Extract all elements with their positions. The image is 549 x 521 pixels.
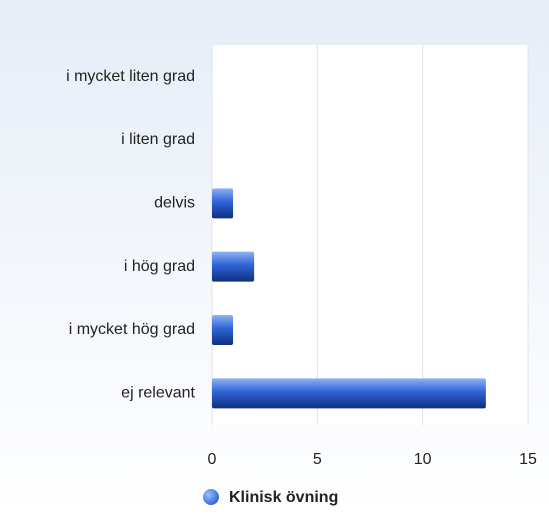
y-tick-label: i mycket liten grad (66, 68, 195, 85)
y-tick-label: ej relevant (121, 385, 195, 402)
y-tick-label: delvis (154, 195, 195, 212)
y-tick-label: i liten grad (121, 131, 195, 148)
x-tick-label: 10 (414, 451, 432, 468)
x-tick-label: 5 (313, 451, 322, 468)
legend-label: Klinisk övning (229, 489, 338, 506)
plot-area (212, 45, 528, 425)
y-tick-label: i hög grad (124, 258, 195, 275)
bar (212, 251, 255, 282)
legend-marker (203, 489, 219, 505)
x-tick-label: 0 (208, 451, 217, 468)
y-tick-label: i mycket hög grad (69, 321, 195, 338)
x-tick-label: 15 (519, 451, 537, 468)
bar (212, 378, 486, 409)
bar (212, 315, 234, 345)
bar (212, 188, 234, 219)
